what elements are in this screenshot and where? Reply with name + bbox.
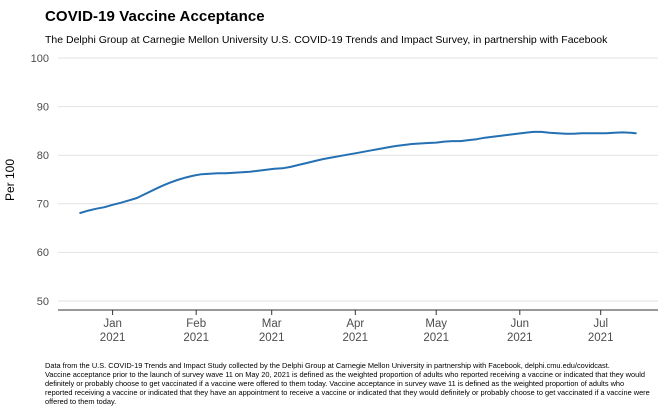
x-tick-label-month: Jul bbox=[593, 318, 608, 330]
footnote-definition-text: Vaccine acceptance prior to the launch o… bbox=[45, 370, 650, 407]
x-tick-label-year: 2021 bbox=[183, 332, 209, 344]
page-subtitle: The Delphi Group at Carnegie Mellon Univ… bbox=[45, 34, 608, 46]
x-tick-label-year: 2021 bbox=[423, 332, 449, 344]
page-title: COVID-19 Vaccine Acceptance bbox=[45, 8, 265, 25]
x-tick-label-month: Jan bbox=[103, 318, 122, 330]
x-tick-label-month: Feb bbox=[186, 318, 206, 330]
vaccine-acceptance-chart: 50 60 70 80 90 100 Jan 2021 Feb 2021 Mar 2021 Apr 202… bbox=[3, 53, 658, 344]
footnote: Data from the U.S. COVID-19 Trends and I… bbox=[45, 361, 650, 406]
footnote-source-line: Data from the U.S. COVID-19 Trends and I… bbox=[45, 361, 610, 370]
x-tick-label-year: 2021 bbox=[343, 332, 369, 344]
x-tick-label-year: 2021 bbox=[507, 332, 533, 344]
y-tick-label: 90 bbox=[37, 101, 49, 113]
chart-header: COVID-19 Vaccine Acceptance The Delphi G… bbox=[45, 8, 660, 46]
y-tick-label: 100 bbox=[31, 53, 49, 65]
x-tick-label-month: Mar bbox=[262, 318, 282, 330]
x-tick-label-month: May bbox=[425, 318, 447, 330]
x-tick-label-year: 2021 bbox=[588, 332, 614, 344]
y-tick-label: 50 bbox=[37, 296, 49, 308]
x-tick-label-year: 2021 bbox=[100, 332, 126, 344]
y-tick-label: 80 bbox=[37, 150, 49, 162]
y-tick-label: 70 bbox=[37, 199, 49, 211]
x-tick-label-month: Jun bbox=[511, 318, 530, 330]
y-tick-label: 60 bbox=[37, 247, 49, 259]
vaccine-acceptance-line bbox=[79, 130, 637, 214]
y-axis-title: Per 100 bbox=[3, 159, 17, 201]
x-tick-label-month: Apr bbox=[346, 318, 364, 330]
x-tick-label-year: 2021 bbox=[259, 332, 285, 344]
